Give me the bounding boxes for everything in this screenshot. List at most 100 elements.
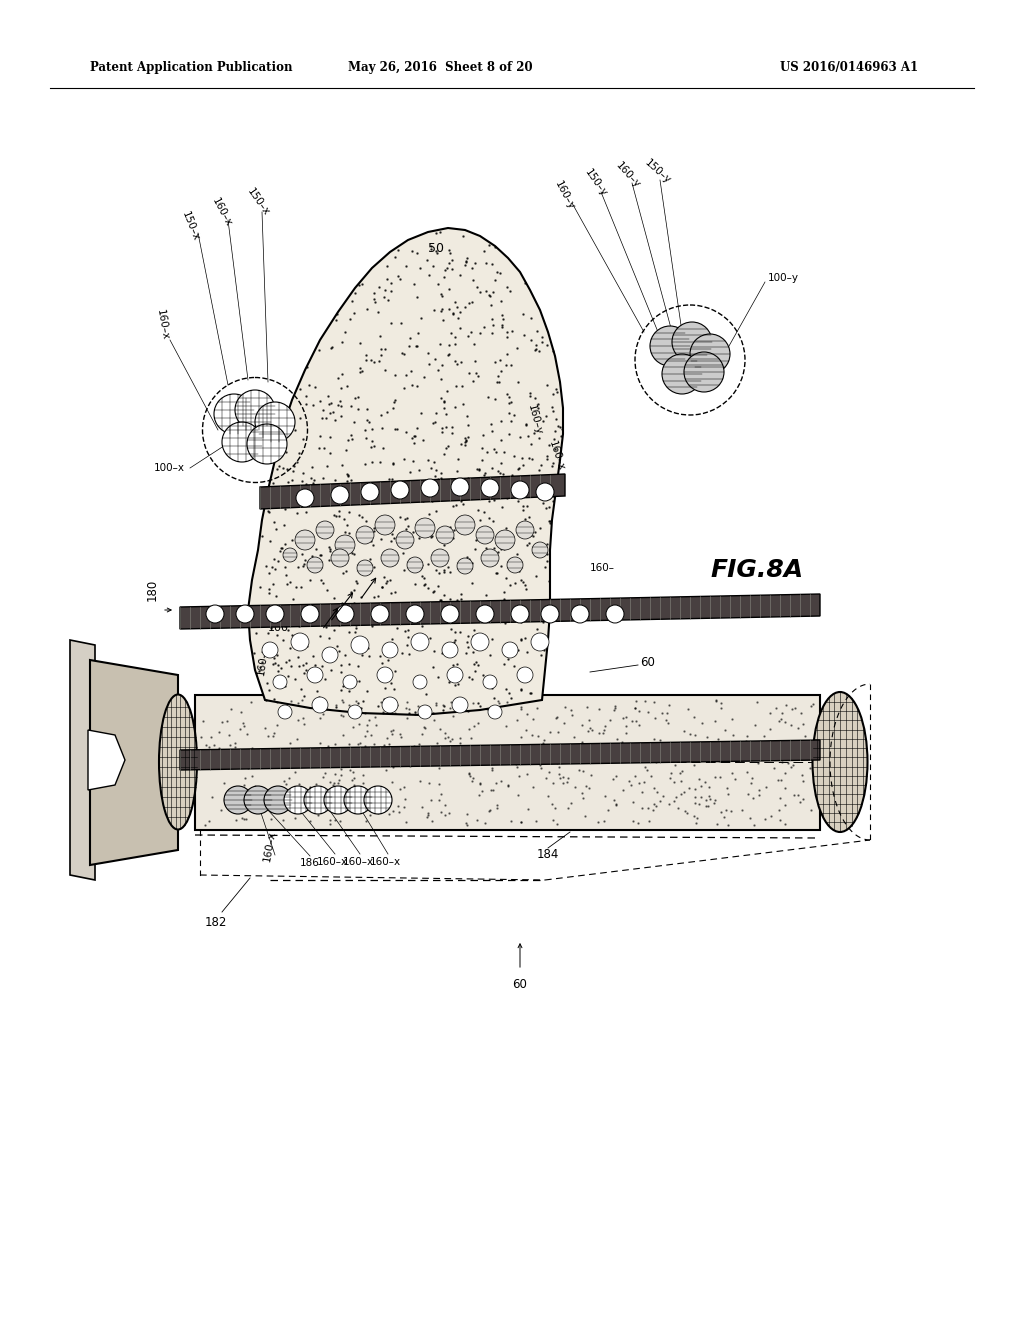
Point — [333, 759, 349, 780]
Point — [433, 388, 450, 409]
Point — [381, 734, 397, 755]
Point — [385, 454, 401, 475]
Point — [278, 498, 294, 519]
Point — [337, 644, 353, 665]
Point — [483, 677, 500, 698]
Point — [660, 738, 677, 759]
Point — [548, 708, 564, 729]
Point — [518, 414, 535, 436]
Point — [646, 692, 663, 713]
Point — [530, 428, 547, 449]
Point — [757, 808, 773, 829]
Point — [466, 653, 482, 675]
Point — [742, 772, 759, 793]
Point — [427, 348, 443, 370]
Point — [468, 362, 484, 383]
Point — [441, 298, 458, 319]
Point — [374, 577, 390, 598]
Point — [430, 789, 446, 810]
Point — [676, 721, 692, 742]
Point — [803, 800, 819, 821]
Circle shape — [382, 642, 398, 657]
Point — [511, 471, 527, 492]
Point — [778, 730, 795, 751]
Point — [713, 693, 729, 714]
Point — [555, 772, 571, 793]
Point — [470, 366, 486, 387]
Point — [532, 758, 549, 779]
Point — [501, 393, 517, 414]
Point — [268, 624, 285, 645]
Point — [375, 701, 391, 722]
Circle shape — [291, 634, 309, 651]
Point — [513, 630, 529, 651]
Point — [744, 787, 761, 808]
Point — [765, 758, 781, 779]
Point — [371, 277, 387, 298]
Point — [409, 335, 425, 356]
Point — [460, 626, 476, 647]
Point — [458, 430, 474, 451]
Point — [686, 785, 702, 807]
Point — [441, 601, 458, 622]
Point — [498, 568, 514, 589]
Point — [457, 432, 473, 453]
Text: 160–x: 160–x — [210, 195, 233, 228]
Point — [307, 700, 324, 721]
Point — [246, 776, 262, 797]
Point — [562, 793, 579, 814]
Point — [258, 639, 274, 660]
Point — [347, 388, 364, 409]
Point — [455, 610, 471, 631]
Circle shape — [662, 354, 702, 393]
Point — [581, 709, 597, 730]
Point — [590, 812, 606, 833]
Point — [513, 680, 529, 701]
Circle shape — [457, 558, 473, 574]
Point — [544, 793, 560, 814]
Point — [434, 643, 451, 664]
Point — [321, 393, 337, 414]
Point — [498, 355, 514, 376]
Point — [487, 236, 504, 257]
Point — [377, 677, 393, 698]
Point — [499, 327, 515, 348]
Point — [332, 810, 348, 832]
Point — [528, 743, 545, 764]
Text: Patent Application Publication: Patent Application Publication — [90, 62, 293, 74]
Point — [335, 508, 351, 529]
Point — [206, 734, 222, 755]
Point — [466, 619, 482, 640]
Point — [333, 661, 349, 682]
Point — [389, 694, 406, 715]
Point — [545, 453, 561, 474]
Point — [605, 789, 622, 810]
Point — [673, 770, 689, 791]
Point — [478, 698, 495, 719]
Point — [499, 384, 515, 405]
Point — [513, 628, 529, 649]
Point — [525, 422, 542, 444]
Point — [333, 764, 349, 785]
Circle shape — [247, 424, 287, 465]
Point — [539, 533, 555, 554]
Point — [419, 696, 435, 717]
Point — [639, 760, 655, 781]
Point — [435, 700, 452, 721]
Point — [230, 800, 247, 821]
Point — [275, 457, 292, 478]
Point — [343, 290, 359, 312]
Point — [471, 696, 487, 717]
Point — [471, 459, 487, 480]
Point — [434, 421, 451, 442]
Point — [273, 436, 290, 457]
Point — [529, 319, 546, 341]
Point — [657, 710, 674, 731]
Point — [465, 642, 481, 663]
Point — [518, 414, 535, 436]
Point — [373, 338, 389, 359]
Point — [498, 678, 514, 700]
Point — [631, 772, 647, 793]
Point — [384, 469, 400, 490]
Point — [522, 682, 539, 704]
